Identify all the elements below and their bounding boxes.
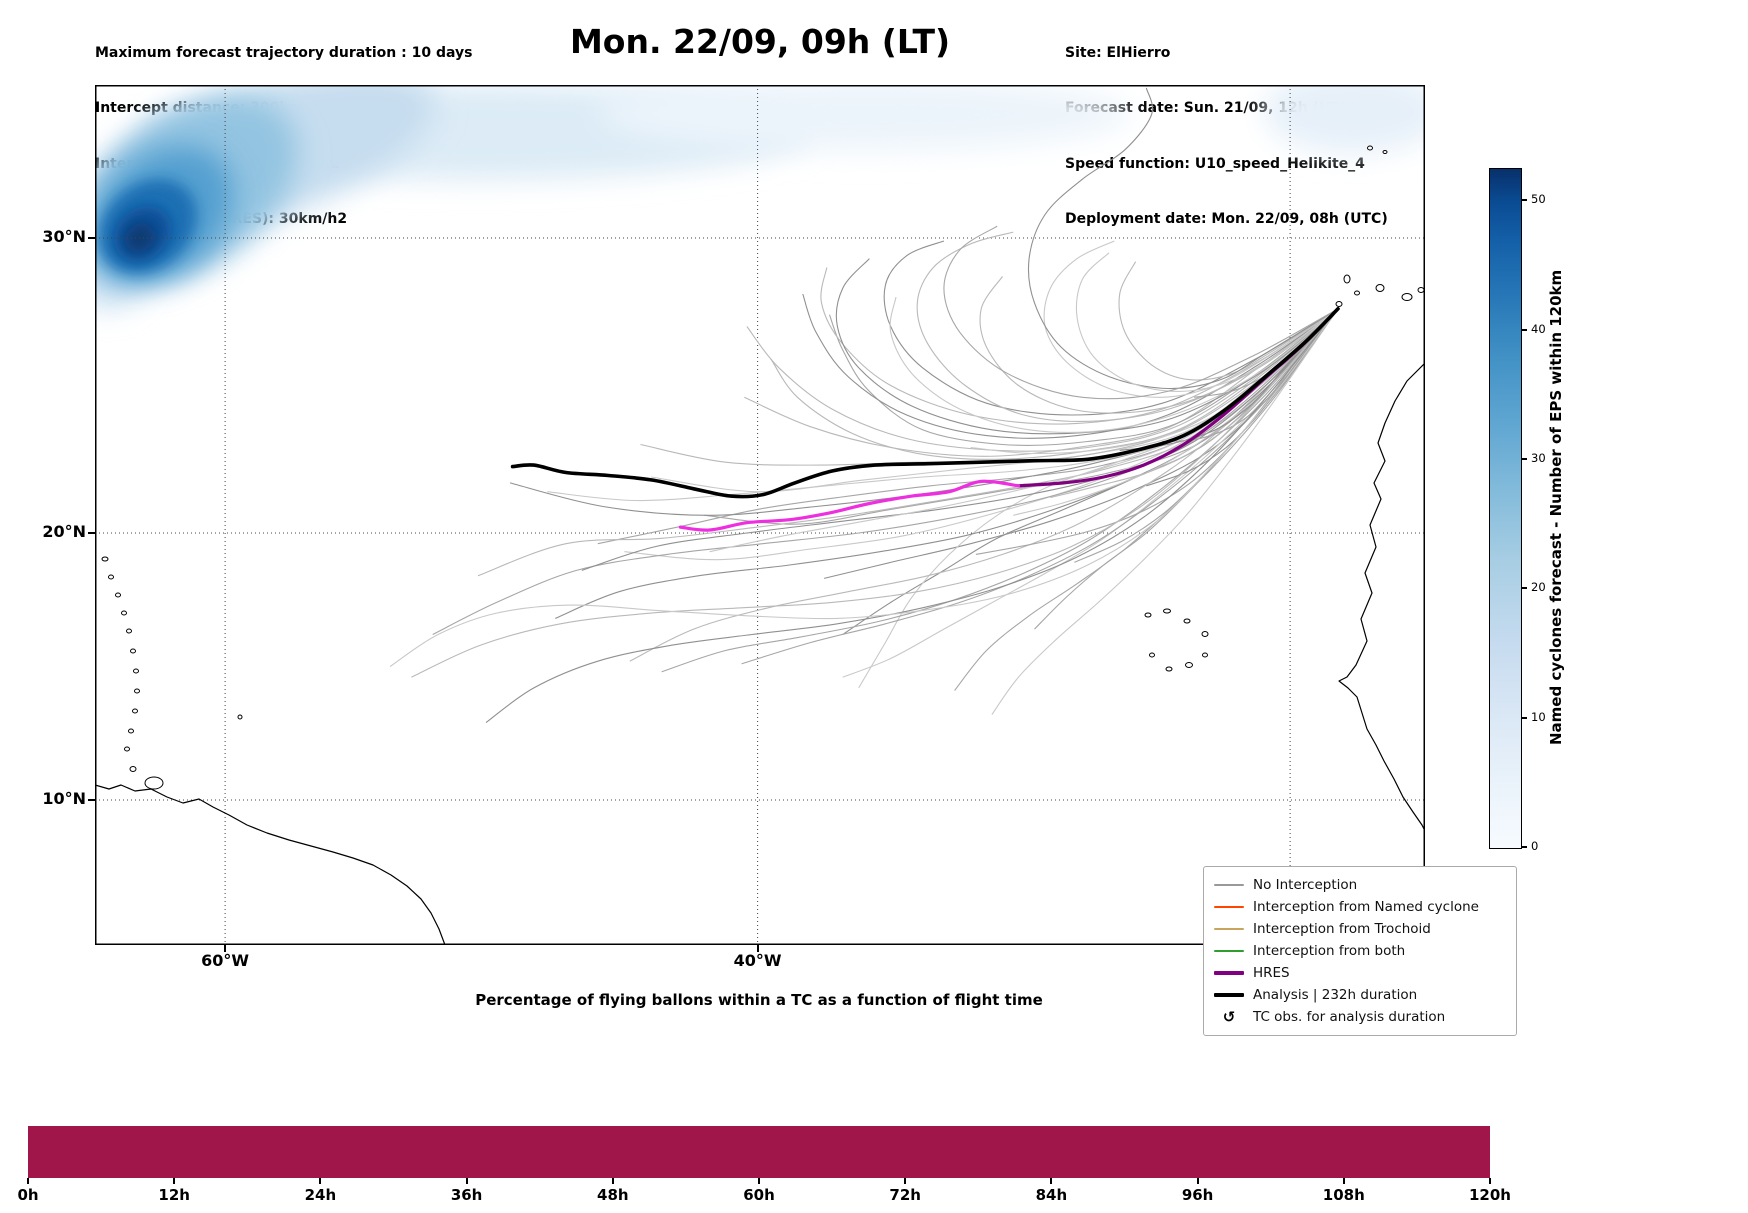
legend-line-swatch xyxy=(1214,950,1244,952)
y-axis-tick xyxy=(88,237,95,239)
legend-item-label: No Interception xyxy=(1253,877,1358,893)
info-line-site: Site: ElHierro xyxy=(1065,44,1171,61)
colorbar-tick xyxy=(1521,458,1527,460)
flight-time-tick-label: 96h xyxy=(1181,1186,1214,1204)
legend-item-label: HRES xyxy=(1253,965,1290,981)
legend-line-swatch xyxy=(1214,993,1244,997)
legend-item-label: Analysis | 232h duration xyxy=(1253,987,1418,1003)
info-line-deployment-date: Deployment date: Mon. 22/09, 08h (UTC) xyxy=(1065,211,1388,228)
flight-time-tick xyxy=(27,1178,29,1184)
colorbar-tick xyxy=(1521,846,1527,848)
colorbar-tick xyxy=(1521,328,1527,331)
colorbar xyxy=(1489,168,1522,849)
colorbar-tick xyxy=(1521,587,1527,590)
flight-time-tick-label: 36h xyxy=(450,1186,483,1204)
x-axis-tick-label: 60°W xyxy=(201,951,250,970)
flight-time-tick xyxy=(758,1178,760,1184)
y-axis-tick-label: 20°N xyxy=(42,522,86,541)
x-axis-tick xyxy=(224,945,227,952)
legend-item: Interception from both xyxy=(1214,942,1506,960)
y-axis-tick-label: 10°N xyxy=(42,789,86,808)
colorbar-tick-label: 50 xyxy=(1531,192,1546,207)
flight-time-tick-label: 12h xyxy=(158,1186,190,1204)
legend-line-swatch xyxy=(1214,884,1244,886)
map-panel: No Interception Interception from Named c… xyxy=(95,85,1517,1036)
legend-line xyxy=(1214,906,1244,908)
x-axis-tick-label: 40°W xyxy=(733,951,782,970)
flight-time-tick xyxy=(319,1178,322,1184)
legend-item: HRES xyxy=(1214,964,1506,982)
grid-lines xyxy=(95,85,1425,945)
flight-time-tick xyxy=(904,1178,907,1184)
legend-line-swatch xyxy=(1214,928,1244,930)
legend-item: Interception from Trochoid xyxy=(1214,920,1506,938)
legend-line xyxy=(1214,950,1244,952)
legend-item-label: Interception from both xyxy=(1253,943,1406,959)
colorbar-tick xyxy=(1521,199,1527,202)
param-line-duration: Maximum forecast trajectory duration : 1… xyxy=(95,44,473,61)
colorbar-tick xyxy=(1521,716,1527,719)
info-line-speed-function: Speed function: U10_speed_Helikite_4 xyxy=(1065,155,1365,172)
tc-obs-marker-icon: ↺ xyxy=(1222,1008,1236,1026)
legend-item-label: TC obs. for analysis duration xyxy=(1253,1009,1446,1025)
colorbar-tick-label: 20 xyxy=(1531,580,1546,595)
flight-time-tick xyxy=(465,1178,468,1184)
coastline-africa xyxy=(1338,362,1425,832)
flight-time-tick xyxy=(1489,1178,1491,1184)
legend-line xyxy=(1214,928,1244,930)
legend-item: No Interception xyxy=(1214,876,1506,894)
map-legend: No Interception Interception from Named c… xyxy=(1203,866,1517,1036)
y-axis-tick xyxy=(88,799,95,801)
flight-time-tick xyxy=(611,1178,614,1184)
flight-time-tick-label: 48h xyxy=(597,1186,629,1204)
legend-line xyxy=(1214,993,1244,997)
page-title: Mon. 22/09, 09h (LT) xyxy=(569,22,951,61)
coastlines xyxy=(95,145,1425,945)
trajectory-lines xyxy=(389,87,1340,724)
y-axis-tick xyxy=(88,532,95,534)
y-axis-tick-label: 30°N xyxy=(42,227,86,246)
coastline-south-america xyxy=(95,784,446,945)
legend-line xyxy=(1214,971,1244,975)
flight-time-tick-label: 120h xyxy=(1469,1186,1511,1204)
flight-time-tick xyxy=(173,1178,176,1184)
colorbar-tick-label: 30 xyxy=(1531,451,1546,465)
flight-time-tick xyxy=(1196,1178,1199,1184)
tc-percentage-bar xyxy=(28,1126,1490,1178)
flight-time-tick-label: 24h xyxy=(304,1186,337,1204)
colorbar-label: Named cyclones forecast - Number of EPS … xyxy=(1547,269,1565,746)
flight-time-tick xyxy=(1342,1178,1345,1184)
flight-time-tick-label: 108h xyxy=(1322,1186,1365,1204)
colorbar-tick-label: 40 xyxy=(1531,321,1546,336)
legend-item-label: Interception from Trochoid xyxy=(1253,921,1431,937)
x-axis-tick xyxy=(756,945,759,952)
cyclone-density-heatmap xyxy=(95,85,1425,310)
map-border xyxy=(95,85,1425,945)
legend-line xyxy=(1214,884,1244,886)
flight-time-tick-label: 84h xyxy=(1035,1186,1068,1204)
legend-item: Analysis | 232h duration xyxy=(1214,986,1506,1004)
legend-item: ↺ TC obs. for analysis duration xyxy=(1214,1008,1506,1026)
legend-item-label: Interception from Named cyclone xyxy=(1253,899,1479,915)
islands xyxy=(101,145,1425,790)
trajectory-map xyxy=(95,85,1425,945)
legend-items: No Interception Interception from Named c… xyxy=(1214,876,1506,1026)
colorbar-tick-label: 0 xyxy=(1531,839,1539,853)
flight-time-tick-label: 60h xyxy=(743,1186,775,1204)
flight-time-tick-label: 72h xyxy=(889,1186,921,1204)
flight-time-tick xyxy=(1050,1178,1053,1184)
legend-item: Interception from Named cyclone xyxy=(1214,898,1506,916)
legend-line-swatch xyxy=(1214,906,1244,908)
flight-time-tick-label: 0h xyxy=(17,1186,39,1204)
bottom-chart-title: Percentage of flying ballons within a TC… xyxy=(475,991,1043,1009)
colorbar-tick-label: 10 xyxy=(1531,709,1546,724)
legend-line-swatch xyxy=(1214,971,1244,975)
